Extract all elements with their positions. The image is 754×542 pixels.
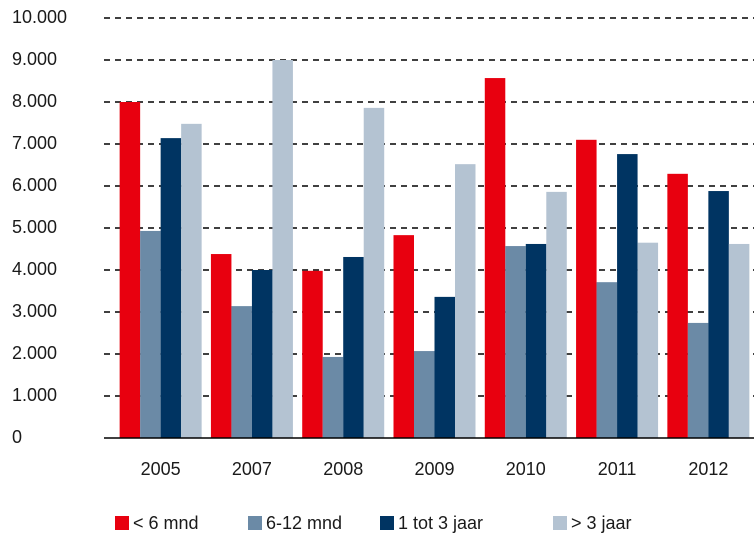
- x-tick-label: 2009: [414, 459, 454, 479]
- y-tick-label: 7.000: [12, 133, 57, 153]
- bar: [728, 243, 750, 438]
- legend-label: < 6 mnd: [133, 513, 199, 533]
- bar: [637, 242, 659, 438]
- y-tick-label: 0: [12, 427, 22, 447]
- bar: [160, 138, 182, 438]
- bar: [181, 123, 202, 438]
- bar: [687, 322, 709, 438]
- x-tick-label: 2010: [506, 459, 546, 479]
- y-tick-label: 4.000: [12, 259, 57, 279]
- x-tick-label: 2012: [688, 459, 728, 479]
- legend-swatch: [248, 516, 262, 530]
- y-tick-label: 6.000: [12, 175, 57, 195]
- bar: [343, 256, 364, 438]
- x-tick-label: 2005: [141, 459, 181, 479]
- bar: [140, 230, 161, 438]
- legend-label: 6-12 mnd: [266, 513, 342, 533]
- y-tick-label: 2.000: [12, 343, 57, 363]
- y-tick-label: 8.000: [12, 91, 57, 111]
- bar: [708, 191, 729, 438]
- bar: [576, 139, 597, 439]
- legend-swatch: [115, 516, 129, 530]
- y-tick-label: 1.000: [12, 385, 57, 405]
- y-tick-label: 5.000: [12, 217, 57, 237]
- bar: [546, 191, 567, 438]
- bar: [596, 282, 618, 438]
- y-tick-label: 9.000: [12, 49, 57, 69]
- legend-label: > 3 jaar: [571, 513, 632, 533]
- bar: [617, 154, 638, 438]
- bar: [251, 270, 273, 438]
- bar: [667, 173, 688, 438]
- bar: [272, 60, 293, 438]
- bar: [302, 270, 323, 438]
- bar: [119, 102, 141, 438]
- bar: [484, 78, 506, 438]
- bar: [231, 306, 252, 438]
- bar: [414, 351, 435, 438]
- y-tick-label: 3.000: [12, 301, 57, 321]
- bar: [210, 254, 232, 438]
- bar: [434, 296, 455, 438]
- x-tick-label: 2011: [598, 459, 637, 479]
- bar: [363, 107, 385, 438]
- x-tick-label: 2008: [323, 459, 363, 479]
- x-tick-label: 2007: [232, 459, 272, 479]
- bar: [322, 356, 344, 438]
- legend-swatch: [380, 516, 394, 530]
- legend-label: 1 tot 3 jaar: [398, 513, 483, 533]
- bar: [525, 243, 547, 438]
- y-tick-label: 10.000: [12, 7, 67, 27]
- bar: [505, 246, 526, 438]
- bar: [393, 235, 414, 438]
- legend-swatch: [553, 516, 567, 530]
- bar: [455, 164, 476, 438]
